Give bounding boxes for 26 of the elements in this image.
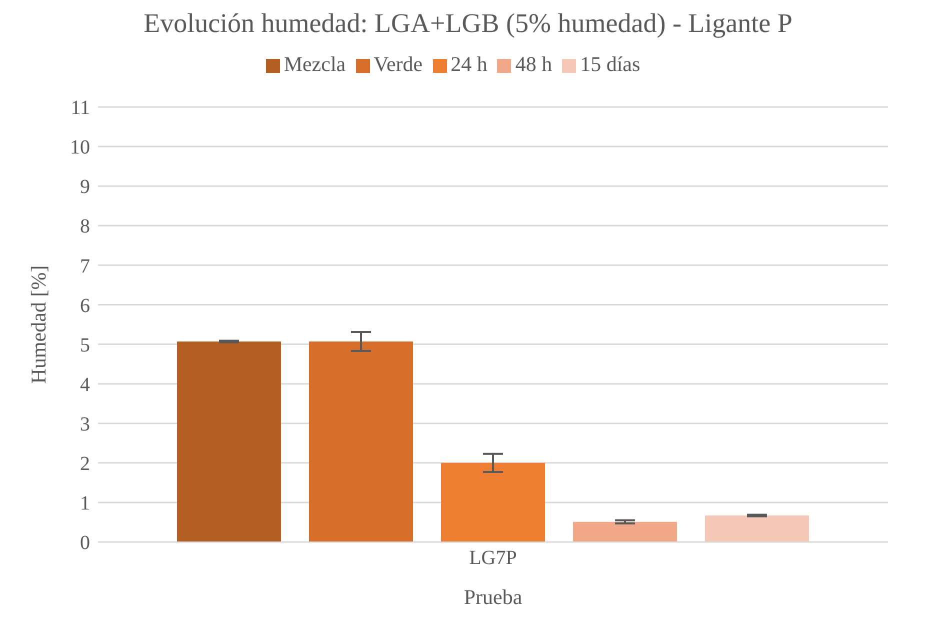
bar [441,462,545,542]
y-tick-label: 1 [80,492,90,515]
y-tick-label: 11 [70,97,90,120]
y-tick-label: 3 [80,413,90,436]
y-tick-label: 2 [80,453,90,476]
y-tick-label: 7 [80,255,90,278]
bar [309,342,413,542]
y-axis-title: Humedad [%] [26,265,50,384]
x-axis-title: Prueba [464,585,523,609]
bar [573,522,677,542]
legend-label: 24 h [450,52,488,76]
y-tick-label: 5 [80,334,90,356]
y-tick-label: 9 [80,176,90,198]
chart-title: Evolución humedad: LGA+LGB (5% humedad) - Ligante P [142,8,794,40]
legend-label: 48 h [515,52,552,76]
y-tick-label: 8 [80,216,90,238]
legend-label: Verde [374,52,423,76]
legend-label: 15 días [580,52,640,76]
bar [177,342,281,542]
x-tick-label: LG7P [469,547,517,570]
legend-label: Mezcla [284,52,346,76]
y-tick-label: 4 [80,374,90,396]
y-tick-label: 6 [80,294,90,317]
y-tick-label: 0 [80,532,90,554]
bar [705,516,809,542]
y-tick-label: 10 [70,136,90,159]
